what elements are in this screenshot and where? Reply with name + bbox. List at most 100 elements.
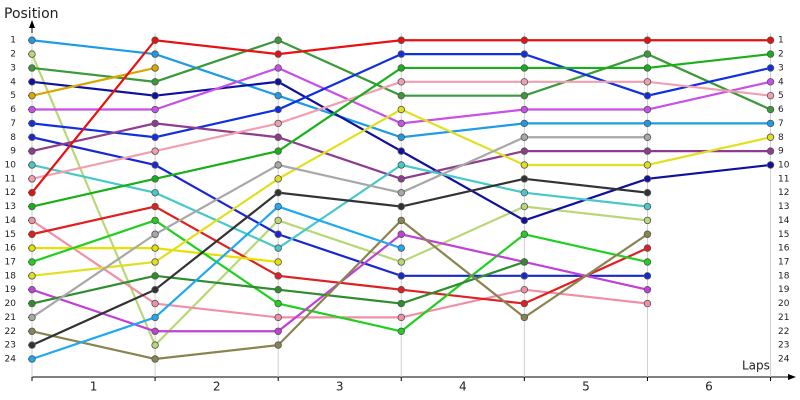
- y-tick-label-right: 4: [778, 77, 784, 87]
- position-marker: [520, 147, 529, 155]
- position-marker: [28, 216, 36, 225]
- position-marker: [274, 341, 282, 349]
- position-marker: [520, 64, 529, 72]
- position-marker: [766, 133, 775, 141]
- y-tick-label-right: 16: [778, 244, 790, 254]
- position-marker: [28, 313, 36, 322]
- position-marker: [28, 230, 36, 238]
- position-marker: [151, 147, 159, 155]
- position-marker: [151, 355, 159, 363]
- y-tick-label-right: 10: [778, 160, 790, 170]
- y-tick-label: 17: [5, 257, 16, 267]
- y-tick-label: 9: [10, 147, 16, 157]
- position-marker: [520, 285, 529, 294]
- y-axis-label: Position: [4, 6, 59, 22]
- y-tick-label: 7: [10, 119, 16, 129]
- position-marker: [520, 272, 529, 280]
- y-tick-label: 19: [5, 285, 17, 295]
- position-marker: [28, 244, 36, 252]
- position-marker: [28, 50, 36, 58]
- position-marker: [766, 119, 775, 128]
- position-marker: [151, 64, 159, 72]
- y-tick-label-right: 5: [778, 91, 784, 101]
- position-marker: [397, 78, 405, 86]
- y-tick-label-right: 6: [778, 105, 784, 115]
- y-tick-label: 3: [10, 63, 16, 73]
- y-tick-label: 14: [5, 216, 17, 226]
- position-marker: [28, 285, 36, 294]
- position-marker: [151, 341, 159, 349]
- position-marker: [274, 272, 282, 280]
- position-marker: [766, 36, 775, 44]
- y-tick-label-right: 8: [778, 133, 784, 143]
- x-tick-label: 2: [213, 380, 221, 394]
- position-marker: [397, 327, 405, 335]
- position-line: [30, 53, 648, 348]
- position-marker: [151, 299, 159, 308]
- position-marker: [397, 216, 405, 225]
- position-marker: [397, 105, 405, 114]
- position-marker: [28, 147, 36, 155]
- position-marker: [274, 313, 282, 322]
- position-marker: [520, 313, 529, 322]
- position-marker: [28, 105, 36, 114]
- position-marker: [643, 272, 652, 280]
- position-marker: [520, 78, 529, 86]
- position-marker: [520, 230, 529, 238]
- position-marker: [151, 119, 159, 128]
- position-marker: [274, 119, 282, 128]
- position-marker: [520, 175, 529, 183]
- y-tick-label: 2: [10, 50, 16, 60]
- y-tick-label-right: 14: [778, 216, 790, 226]
- position-marker: [643, 36, 652, 44]
- y-tick-label-right: 7: [778, 119, 784, 129]
- y-tick-label: 1: [10, 36, 16, 46]
- position-marker: [643, 147, 652, 155]
- position-marker: [274, 258, 282, 266]
- position-marker: [397, 258, 405, 266]
- position-marker: [151, 78, 159, 86]
- position-marker: [28, 36, 36, 44]
- position-marker: [766, 147, 775, 155]
- position-marker: [28, 258, 36, 266]
- position-marker: [766, 161, 775, 169]
- position-marker: [151, 91, 159, 100]
- position-marker: [643, 105, 652, 114]
- position-marker: [274, 175, 282, 183]
- position-marker: [766, 50, 775, 58]
- position-marker: [643, 188, 652, 197]
- position-marker: [643, 299, 652, 308]
- position-marker: [28, 272, 36, 280]
- y-tick-label: 12: [5, 188, 16, 198]
- position-marker: [397, 133, 405, 141]
- position-marker: [520, 202, 529, 211]
- position-marker: [397, 161, 405, 169]
- y-tick-label-right: 1: [778, 36, 784, 46]
- position-marker: [274, 327, 282, 335]
- position-marker: [397, 36, 405, 44]
- y-tick-label-right: 24: [778, 354, 790, 364]
- position-marker: [520, 133, 529, 141]
- position-marker: [151, 133, 159, 141]
- position-marker: [28, 299, 36, 308]
- position-marker: [397, 147, 405, 155]
- y-tick-label-right: 19: [778, 285, 790, 295]
- position-marker: [643, 175, 652, 183]
- position-marker: [397, 64, 405, 72]
- position-marker: [766, 91, 775, 100]
- position-marker: [520, 161, 529, 169]
- y-tick-label: 5: [10, 91, 16, 101]
- position-marker: [643, 202, 652, 211]
- position-marker: [151, 272, 159, 280]
- y-tick-label-right: 22: [778, 327, 789, 337]
- position-marker: [643, 91, 652, 100]
- position-marker: [643, 133, 652, 141]
- y-tick-label: 10: [5, 160, 17, 170]
- position-line: [31, 177, 648, 347]
- position-line: [31, 136, 648, 277]
- y-tick-label: 6: [10, 105, 16, 115]
- position-marker: [520, 50, 529, 58]
- position-marker: [28, 202, 36, 211]
- x-tick-label: 6: [705, 380, 713, 394]
- position-marker: [274, 105, 282, 114]
